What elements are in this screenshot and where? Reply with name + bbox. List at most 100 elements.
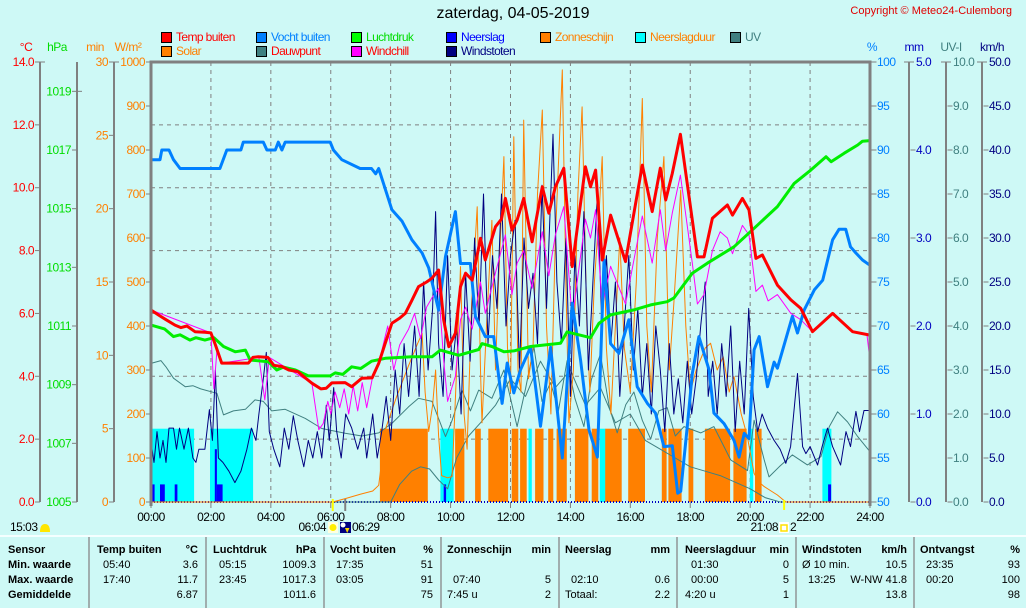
legend-swatch	[540, 32, 551, 43]
stat-value: 13.8	[885, 589, 907, 601]
legend-label: Zonneschijn	[555, 30, 614, 44]
legend-swatch	[256, 32, 267, 43]
sunshine-bar	[688, 428, 694, 502]
tick-label-humidity: 55	[877, 451, 890, 465]
tick-label-wind: 0.0	[989, 495, 1005, 509]
legend-label: Vocht buiten	[271, 30, 330, 44]
rain-bar	[174, 484, 178, 502]
axis-unit-wind: km/h	[980, 40, 1004, 54]
tick-label-temp: 12.0	[13, 118, 35, 132]
series-line-windchill	[150, 174, 871, 431]
sunshine-bar	[556, 428, 567, 502]
legend-swatch	[161, 46, 172, 57]
sunshine-bar	[548, 428, 554, 502]
stat-value: 98	[1007, 589, 1020, 601]
axis-unit-rain: mm	[905, 40, 924, 54]
sunshine-bar	[511, 428, 519, 502]
astro-markers: 15:03 06:04 06:29 21:08 2	[10, 499, 798, 534]
tick-label-solar: 400	[126, 319, 145, 333]
page-title: zaterdag, 04-05-2019	[436, 5, 590, 22]
stat-time: 00:20	[926, 574, 954, 586]
sunset-time: 21:08	[750, 520, 778, 534]
column-unit: min	[769, 544, 789, 556]
row-label: Max. waarde	[8, 574, 74, 586]
tick-label-solar: 800	[126, 143, 145, 157]
x-tick-label: 20:00	[736, 510, 764, 524]
legend-swatch	[730, 32, 741, 43]
stat-time: 02:10	[571, 574, 599, 586]
sunrise-icon	[328, 522, 338, 533]
x-tick-label: 00:00	[137, 510, 165, 524]
tick-label-wind: 20.0	[989, 319, 1011, 333]
tick-label-minutes: 15	[96, 275, 109, 289]
stat-value: 2	[544, 589, 551, 601]
column-unit: km/h	[881, 544, 907, 556]
tick-label-humidity: 75	[877, 275, 890, 289]
tick-label-humidity: 50	[877, 495, 890, 509]
rain-bar	[828, 484, 832, 502]
sunshine-bar	[574, 428, 589, 502]
tick-label-solar: 300	[126, 363, 145, 377]
column-title: Vocht buiten	[330, 544, 396, 556]
tick-label-pressure: 1015	[46, 202, 72, 216]
tick-label-wind: 30.0	[989, 231, 1011, 245]
tick-label-humidity: 65	[877, 363, 890, 377]
tick-label-solar: 900	[126, 99, 145, 113]
legend-label: UV	[745, 30, 761, 44]
column-title: Temp buiten	[97, 544, 162, 556]
axis-humidity: 50 55 60 65 70 75 80 85 90 95 100%	[867, 40, 897, 509]
row-label: Sensor	[8, 544, 46, 556]
sunshine-bar	[475, 428, 481, 502]
stat-value: 93	[1007, 559, 1020, 571]
legend-label: Windchill	[366, 44, 409, 58]
legend-label: Neerslag	[461, 30, 505, 44]
stat-value: 5	[544, 574, 551, 586]
moon-icon	[40, 524, 50, 532]
legend-swatch	[446, 46, 457, 57]
sunshine-bar	[704, 428, 731, 502]
stat-value: 10.5	[885, 559, 907, 571]
legend-swatch	[351, 32, 362, 43]
table-column-divider	[440, 537, 442, 608]
rain-duration-bar	[440, 428, 454, 502]
column-title: Ontvangst	[920, 544, 975, 556]
tick-label-pressure: 1007	[46, 436, 72, 450]
tick-label-solar: 700	[126, 187, 145, 201]
tick-label-solar: 1000	[120, 55, 146, 69]
tick-label-pressure: 1019	[46, 84, 72, 98]
axis-unit-uv: UV-I	[940, 40, 962, 54]
tick-label-rain: 5.0	[916, 55, 932, 69]
line-series	[150, 69, 871, 503]
stat-label: Ø 10 min.	[802, 559, 850, 571]
legend-label: Solar	[176, 44, 202, 58]
tick-label-solar: 0	[139, 495, 146, 509]
rain-bar	[216, 484, 223, 502]
x-tick-label: 04:00	[257, 510, 285, 524]
rain-bar	[151, 484, 155, 502]
stat-value: 0.6	[654, 574, 670, 586]
tick-label-temp: 2.0	[19, 432, 35, 446]
tick-label-solar: 500	[126, 275, 145, 289]
tick-label-wind: 10.0	[989, 407, 1011, 421]
sunshine-bar	[379, 428, 428, 502]
stat-label: 7:45 u	[447, 589, 478, 601]
rain-bar	[443, 484, 447, 502]
column-unit: hPa	[295, 544, 316, 556]
moon-event-time: 15:03	[10, 520, 38, 534]
tick-label-uv: 2.0	[953, 407, 969, 421]
table-column-divider	[913, 537, 915, 608]
tick-label-wind: 5.0	[989, 451, 1005, 465]
tick-label-humidity: 90	[877, 143, 890, 157]
legend-label: Luchtdruk	[366, 30, 414, 44]
legend-label: Dauwpunt	[271, 44, 321, 58]
tick-label-temp: 14.0	[13, 55, 35, 69]
stat-value: 75	[420, 589, 433, 601]
stat-value: 3.6	[182, 559, 198, 571]
axis-unit-solar: W/m²	[115, 40, 142, 54]
bar-series	[151, 428, 832, 502]
column-unit: %	[423, 544, 433, 556]
stat-value: 1009.3	[282, 559, 316, 571]
